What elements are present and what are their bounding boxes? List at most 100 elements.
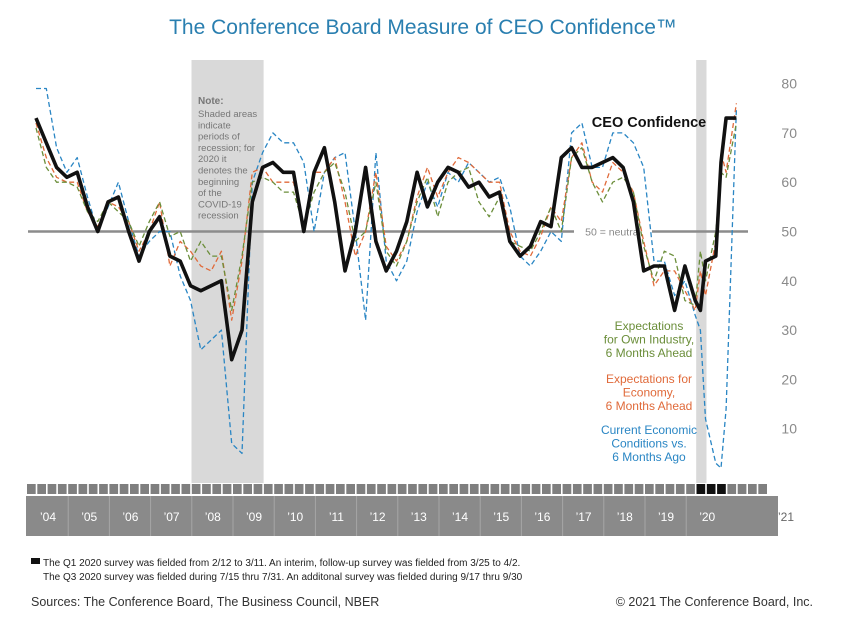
year-label: ’11 bbox=[329, 510, 344, 524]
label-current: Conditions vs. bbox=[611, 437, 686, 451]
chart-title: The Conference Board Measure of CEO Conf… bbox=[169, 16, 677, 39]
note-line: recession bbox=[198, 211, 239, 222]
quarter-marker bbox=[366, 484, 376, 494]
quarter-marker bbox=[737, 484, 747, 494]
year-label: ’21 bbox=[778, 510, 794, 524]
y-tick-label: 20 bbox=[781, 371, 797, 387]
series-line-2 bbox=[35, 103, 738, 321]
y-tick-label: 40 bbox=[781, 273, 797, 289]
year-label: ’15 bbox=[493, 510, 509, 524]
recession-band-2 bbox=[696, 60, 707, 485]
label-economy: Expectations for bbox=[606, 372, 692, 386]
note-line: COVID-19 bbox=[198, 199, 242, 210]
recession-shading bbox=[191, 60, 707, 485]
label-current: 6 Months Ago bbox=[612, 450, 686, 464]
quarter-marker bbox=[253, 484, 263, 494]
footnote-2: The Q3 2020 survey was fielded during 7/… bbox=[43, 572, 523, 583]
quarter-marker bbox=[624, 484, 634, 494]
quarter-marker bbox=[583, 484, 592, 494]
year-label: ’04 bbox=[40, 510, 56, 524]
year-label: ’05 bbox=[81, 510, 97, 524]
y-tick-label: 30 bbox=[781, 322, 797, 338]
timeline-band: ’04 ’05 ’06 ’07 ’08 ’09 ’10 ’11 ’12 ’13 ’14 ’15 ’16 ’… bbox=[26, 483, 794, 536]
year-label: ’14 bbox=[452, 510, 468, 524]
quarter-marker bbox=[480, 484, 489, 494]
label-ceo-confidence: CEO Confidence bbox=[592, 115, 706, 131]
quarter-marker bbox=[531, 484, 541, 494]
quarter-marker bbox=[748, 484, 757, 494]
quarter-marker bbox=[614, 484, 623, 494]
note-line: beginning bbox=[198, 177, 239, 188]
note-line: of the bbox=[198, 188, 222, 199]
quarter-marker bbox=[315, 484, 325, 494]
quarter-marker bbox=[202, 484, 211, 494]
note-line: periods of bbox=[198, 132, 240, 143]
quarter-marker bbox=[68, 484, 77, 494]
quarter-marker bbox=[696, 484, 706, 494]
quarter-marker bbox=[336, 484, 345, 494]
label-current: Current Economic bbox=[601, 423, 697, 437]
quarter-marker bbox=[387, 484, 397, 494]
quarter-marker bbox=[305, 484, 314, 494]
y-tick-label: 10 bbox=[781, 421, 797, 437]
footnote-1: The Q1 2020 survey was fielded from 2/12… bbox=[43, 558, 520, 569]
quarter-marker bbox=[284, 484, 294, 494]
quarter-marker bbox=[469, 484, 479, 494]
quarter-marker bbox=[706, 484, 716, 494]
neutral-label-bg bbox=[574, 224, 652, 239]
quarter-marker bbox=[222, 484, 232, 494]
label-economy: 6 Months Ahead bbox=[606, 399, 693, 413]
quarter-marker bbox=[325, 484, 335, 494]
quarter-marker bbox=[57, 484, 67, 494]
note-title: Note: bbox=[198, 96, 224, 107]
quarter-marker bbox=[572, 484, 582, 494]
quarter-marker bbox=[47, 484, 57, 494]
quarter-marker bbox=[552, 484, 561, 494]
quarter-marker bbox=[439, 484, 448, 494]
quarter-marker bbox=[593, 484, 603, 494]
series-line-4 bbox=[34, 116, 737, 362]
year-label: ’09 bbox=[246, 510, 262, 524]
quarter-marker bbox=[645, 484, 654, 494]
quarter-marker bbox=[130, 484, 139, 494]
quarter-marker bbox=[665, 484, 675, 494]
y-tick-label: 70 bbox=[781, 125, 797, 141]
quarter-marker bbox=[191, 484, 201, 494]
note-line: denotes the bbox=[198, 166, 248, 177]
quarter-marker bbox=[88, 484, 98, 494]
year-label: ’12 bbox=[370, 510, 386, 524]
series-line-3 bbox=[35, 122, 738, 312]
quarter-marker bbox=[109, 484, 119, 494]
quarter-marker bbox=[377, 484, 386, 494]
quarter-marker bbox=[233, 484, 242, 494]
neutral-label: 50 = neutral bbox=[585, 227, 641, 239]
year-label: ’10 bbox=[287, 510, 303, 524]
quarter-marker bbox=[346, 484, 355, 494]
series-line-1 bbox=[36, 87, 738, 469]
series-lines bbox=[34, 87, 738, 469]
quarter-marker bbox=[562, 484, 572, 494]
quarter-marker bbox=[686, 484, 695, 494]
recession-band-1 bbox=[191, 60, 264, 485]
footer: The Q1 2020 survey was fielded from 2/12… bbox=[31, 558, 813, 609]
quarter-marker bbox=[490, 484, 500, 494]
quarter-marker bbox=[397, 484, 407, 494]
sources-text: Sources: The Conference Board, The Busin… bbox=[31, 595, 379, 609]
quarter-marker bbox=[428, 484, 438, 494]
quarter-marker bbox=[78, 484, 88, 494]
quarter-marker bbox=[274, 484, 283, 494]
quarter-marker bbox=[521, 484, 531, 494]
quarter-marker bbox=[140, 484, 149, 494]
year-label: ’16 bbox=[534, 510, 550, 524]
label-industry: 6 Months Ahead bbox=[606, 346, 693, 360]
quarter-marker bbox=[119, 484, 129, 494]
quarter-marker bbox=[511, 484, 520, 494]
quarter-marker bbox=[717, 484, 726, 494]
label-industry: Expectations bbox=[615, 319, 684, 333]
y-tick-label: 80 bbox=[781, 76, 797, 92]
quarter-marker bbox=[758, 484, 767, 494]
quarter-marker bbox=[655, 484, 664, 494]
note-line: Shaded areas bbox=[198, 109, 257, 120]
quarter-marker bbox=[418, 484, 428, 494]
